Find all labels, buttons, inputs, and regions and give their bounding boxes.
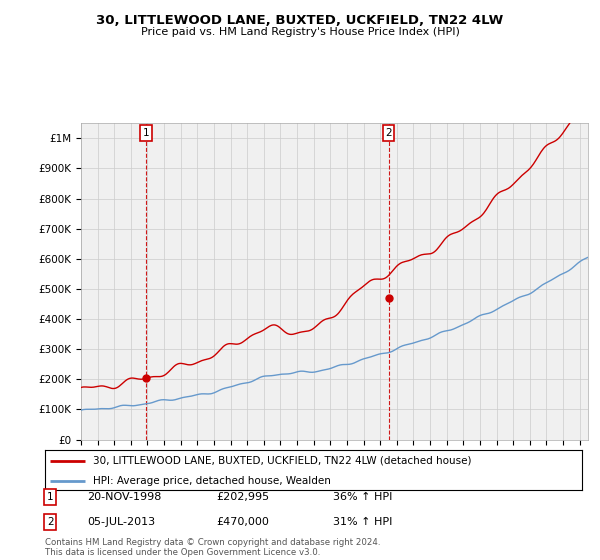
Text: 1: 1 [143, 128, 149, 138]
Text: Price paid vs. HM Land Registry's House Price Index (HPI): Price paid vs. HM Land Registry's House … [140, 27, 460, 37]
Text: 36% ↑ HPI: 36% ↑ HPI [333, 492, 392, 502]
Text: 1: 1 [47, 492, 53, 502]
Text: £470,000: £470,000 [216, 517, 269, 527]
Point [384, 293, 394, 302]
Text: 31% ↑ HPI: 31% ↑ HPI [333, 517, 392, 527]
Text: 05-JUL-2013: 05-JUL-2013 [87, 517, 155, 527]
Text: HPI: Average price, detached house, Wealden: HPI: Average price, detached house, Weal… [94, 476, 331, 486]
Text: 30, LITTLEWOOD LANE, BUXTED, UCKFIELD, TN22 4LW: 30, LITTLEWOOD LANE, BUXTED, UCKFIELD, T… [97, 14, 503, 27]
Text: £202,995: £202,995 [216, 492, 269, 502]
Text: Contains HM Land Registry data © Crown copyright and database right 2024.
This d: Contains HM Land Registry data © Crown c… [45, 538, 380, 557]
Point [141, 374, 151, 383]
Text: 2: 2 [385, 128, 392, 138]
Text: 2: 2 [47, 517, 53, 527]
Text: 30, LITTLEWOOD LANE, BUXTED, UCKFIELD, TN22 4LW (detached house): 30, LITTLEWOOD LANE, BUXTED, UCKFIELD, T… [94, 456, 472, 466]
Text: 20-NOV-1998: 20-NOV-1998 [87, 492, 161, 502]
